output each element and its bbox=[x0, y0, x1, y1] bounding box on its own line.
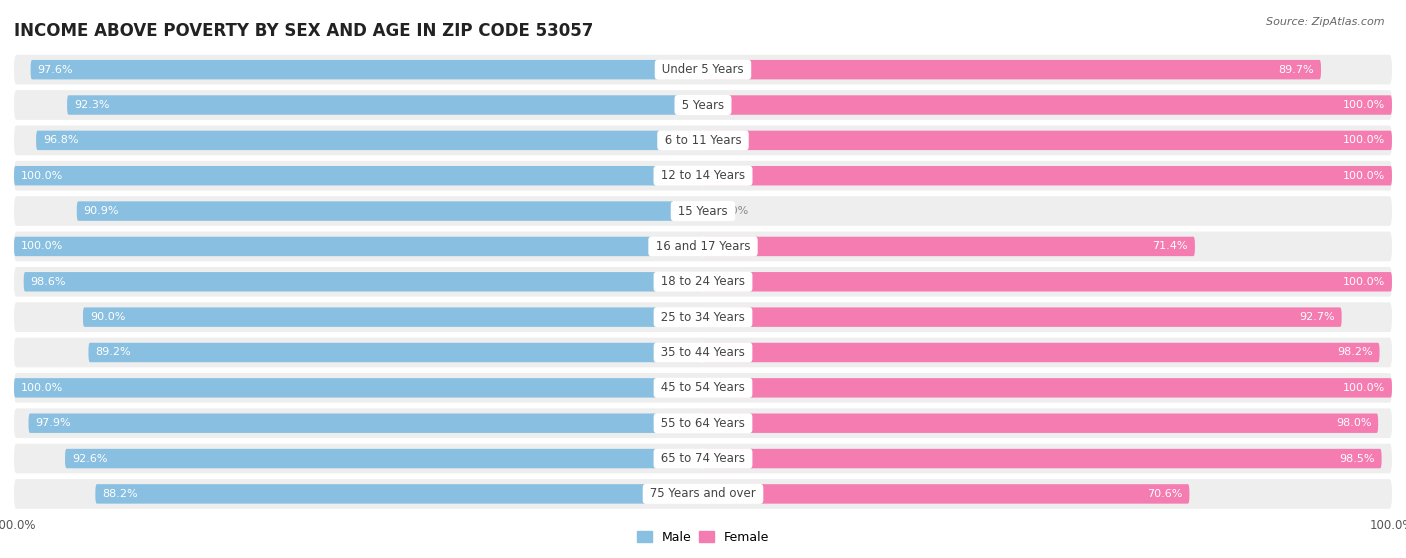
FancyBboxPatch shape bbox=[703, 272, 1392, 291]
FancyBboxPatch shape bbox=[703, 237, 1195, 256]
Text: 89.2%: 89.2% bbox=[96, 348, 131, 358]
FancyBboxPatch shape bbox=[703, 343, 1379, 362]
FancyBboxPatch shape bbox=[14, 479, 1392, 509]
FancyBboxPatch shape bbox=[37, 131, 703, 150]
Text: 90.9%: 90.9% bbox=[83, 206, 120, 216]
Text: 70.6%: 70.6% bbox=[1147, 489, 1182, 499]
Text: 96.8%: 96.8% bbox=[44, 136, 79, 146]
FancyBboxPatch shape bbox=[96, 484, 703, 504]
Text: Under 5 Years: Under 5 Years bbox=[658, 63, 748, 76]
Text: 18 to 24 Years: 18 to 24 Years bbox=[657, 275, 749, 288]
Text: 100.0%: 100.0% bbox=[1343, 100, 1385, 110]
Text: 98.6%: 98.6% bbox=[31, 277, 66, 287]
Text: 15 Years: 15 Years bbox=[675, 205, 731, 218]
FancyBboxPatch shape bbox=[14, 408, 1392, 438]
FancyBboxPatch shape bbox=[14, 378, 703, 397]
Text: 100.0%: 100.0% bbox=[21, 242, 63, 252]
Text: 97.9%: 97.9% bbox=[35, 418, 72, 428]
Text: 97.6%: 97.6% bbox=[38, 65, 73, 75]
FancyBboxPatch shape bbox=[14, 90, 1392, 120]
Text: 90.0%: 90.0% bbox=[90, 312, 125, 322]
FancyBboxPatch shape bbox=[14, 55, 1392, 84]
Text: 92.7%: 92.7% bbox=[1299, 312, 1334, 322]
FancyBboxPatch shape bbox=[703, 413, 1378, 433]
FancyBboxPatch shape bbox=[703, 60, 1322, 79]
Text: 100.0%: 100.0% bbox=[21, 383, 63, 393]
FancyBboxPatch shape bbox=[65, 449, 703, 468]
FancyBboxPatch shape bbox=[14, 232, 1392, 261]
Text: 88.2%: 88.2% bbox=[103, 489, 138, 499]
FancyBboxPatch shape bbox=[703, 131, 1392, 150]
FancyBboxPatch shape bbox=[703, 378, 1392, 397]
FancyBboxPatch shape bbox=[14, 267, 1392, 297]
FancyBboxPatch shape bbox=[14, 161, 1392, 191]
FancyBboxPatch shape bbox=[703, 307, 1341, 327]
Text: 98.2%: 98.2% bbox=[1337, 348, 1372, 358]
FancyBboxPatch shape bbox=[703, 201, 717, 221]
Text: 92.3%: 92.3% bbox=[75, 100, 110, 110]
Text: 12 to 14 Years: 12 to 14 Years bbox=[657, 169, 749, 182]
Text: 100.0%: 100.0% bbox=[1343, 136, 1385, 146]
FancyBboxPatch shape bbox=[83, 307, 703, 327]
FancyBboxPatch shape bbox=[14, 444, 1392, 473]
Text: 55 to 64 Years: 55 to 64 Years bbox=[657, 417, 749, 430]
FancyBboxPatch shape bbox=[24, 272, 703, 291]
FancyBboxPatch shape bbox=[14, 126, 1392, 155]
Text: 89.7%: 89.7% bbox=[1278, 65, 1315, 75]
Text: 45 to 54 Years: 45 to 54 Years bbox=[657, 381, 749, 395]
FancyBboxPatch shape bbox=[14, 237, 703, 256]
FancyBboxPatch shape bbox=[703, 95, 1392, 115]
Text: 98.5%: 98.5% bbox=[1340, 454, 1375, 464]
FancyBboxPatch shape bbox=[14, 196, 1392, 226]
Text: INCOME ABOVE POVERTY BY SEX AND AGE IN ZIP CODE 53057: INCOME ABOVE POVERTY BY SEX AND AGE IN Z… bbox=[14, 22, 593, 40]
Text: 35 to 44 Years: 35 to 44 Years bbox=[657, 346, 749, 359]
FancyBboxPatch shape bbox=[14, 166, 703, 185]
FancyBboxPatch shape bbox=[703, 166, 1392, 185]
FancyBboxPatch shape bbox=[703, 449, 1382, 468]
Text: 65 to 74 Years: 65 to 74 Years bbox=[657, 452, 749, 465]
FancyBboxPatch shape bbox=[67, 95, 703, 115]
Text: 100.0%: 100.0% bbox=[1343, 383, 1385, 393]
FancyBboxPatch shape bbox=[31, 60, 703, 79]
Text: 6 to 11 Years: 6 to 11 Years bbox=[661, 134, 745, 147]
Text: 0.0%: 0.0% bbox=[720, 206, 748, 216]
FancyBboxPatch shape bbox=[77, 201, 703, 221]
Text: 98.0%: 98.0% bbox=[1336, 418, 1371, 428]
FancyBboxPatch shape bbox=[14, 338, 1392, 367]
Text: 100.0%: 100.0% bbox=[21, 171, 63, 181]
FancyBboxPatch shape bbox=[14, 302, 1392, 332]
Text: 92.6%: 92.6% bbox=[72, 454, 107, 464]
Text: 100.0%: 100.0% bbox=[1343, 277, 1385, 287]
Text: 71.4%: 71.4% bbox=[1153, 242, 1188, 252]
FancyBboxPatch shape bbox=[89, 343, 703, 362]
Text: 100.0%: 100.0% bbox=[1343, 171, 1385, 181]
Text: Source: ZipAtlas.com: Source: ZipAtlas.com bbox=[1267, 17, 1385, 27]
FancyBboxPatch shape bbox=[28, 413, 703, 433]
Text: 5 Years: 5 Years bbox=[678, 99, 728, 112]
Text: 16 and 17 Years: 16 and 17 Years bbox=[652, 240, 754, 253]
Legend: Male, Female: Male, Female bbox=[631, 526, 775, 549]
Text: 75 Years and over: 75 Years and over bbox=[647, 488, 759, 501]
FancyBboxPatch shape bbox=[703, 484, 1189, 504]
FancyBboxPatch shape bbox=[14, 373, 1392, 403]
Text: 25 to 34 Years: 25 to 34 Years bbox=[657, 311, 749, 324]
